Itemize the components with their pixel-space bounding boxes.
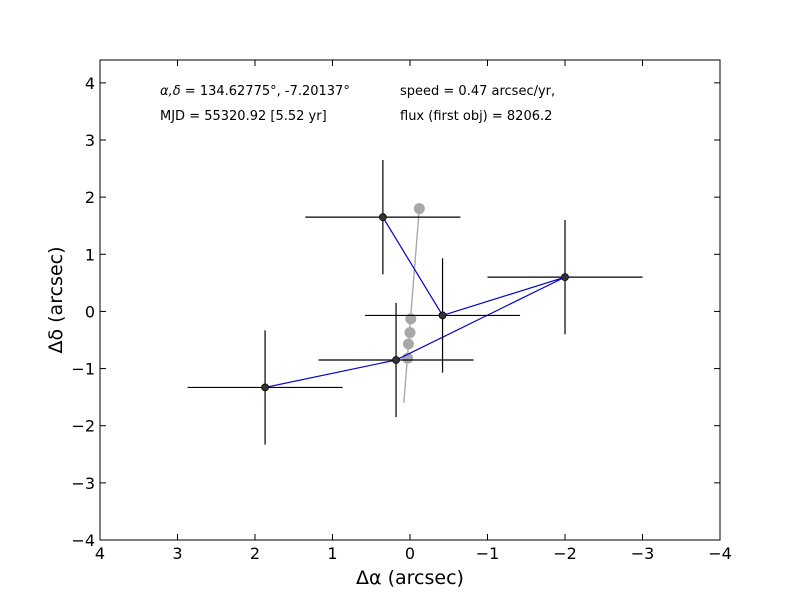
- fit-marker-3: [405, 313, 417, 325]
- y-axis-label: Δδ (arcsec): [45, 246, 67, 353]
- y-tick-label-1: −3: [71, 474, 95, 493]
- mjd-annotation: MJD = 55320.92 [5.52 yr]: [160, 109, 327, 124]
- coords-annotation: α,δ = 134.62775°, -7.20137°: [160, 84, 350, 99]
- data-layer: [187, 160, 643, 445]
- data-point-3: [438, 311, 447, 320]
- y-tick-label-2: −2: [71, 417, 95, 436]
- data-point-0: [261, 383, 269, 392]
- y-tick-label-8: 4: [85, 74, 95, 93]
- x-tick-label-7: −3: [631, 544, 655, 563]
- path-line: [264, 216, 566, 389]
- x-tick-label-2: 2: [250, 544, 260, 563]
- fit-marker-1: [402, 338, 414, 350]
- fit-marker-4: [413, 203, 425, 215]
- x-tick-label-3: 1: [327, 544, 337, 563]
- y-tick-label-5: 1: [85, 245, 95, 264]
- fit-marker-2: [404, 327, 416, 339]
- y-tick-label-3: −1: [71, 360, 95, 379]
- plot-frame: [99, 59, 721, 541]
- x-tick-label-0: 4: [95, 544, 105, 563]
- data-point-4: [378, 213, 387, 222]
- y-tick-label-7: 3: [85, 131, 95, 150]
- data-point-1: [392, 356, 400, 364]
- coords-symbol: α,δ: [160, 84, 181, 99]
- ticks-layer: 4 3 2 1 0 −1 −2 −3 −4 −4 −3 −2 −1 0 1 2 3 4: [71, 60, 732, 563]
- y-tick-label-4: 0: [85, 302, 95, 321]
- x-tick-label-4: 0: [405, 544, 415, 563]
- fit-line: [403, 208, 420, 403]
- x-tick-label-8: −4: [708, 544, 732, 563]
- x-axis-label: Δα (arcsec): [356, 567, 464, 589]
- flux-annotation: flux (first obj) = 8206.2: [400, 109, 552, 124]
- x-tick-label-1: 3: [172, 544, 182, 563]
- y-tick-label-6: 2: [85, 188, 95, 207]
- y-tick-label-0: −4: [71, 531, 95, 550]
- speed-annotation: speed = 0.47 arcsec/yr,: [400, 84, 555, 99]
- coords-value: = 134.62775°, -7.20137°: [181, 84, 350, 99]
- x-tick-label-6: −2: [553, 544, 577, 563]
- x-tick-label-5: −1: [476, 544, 500, 563]
- data-point-2: [561, 273, 569, 282]
